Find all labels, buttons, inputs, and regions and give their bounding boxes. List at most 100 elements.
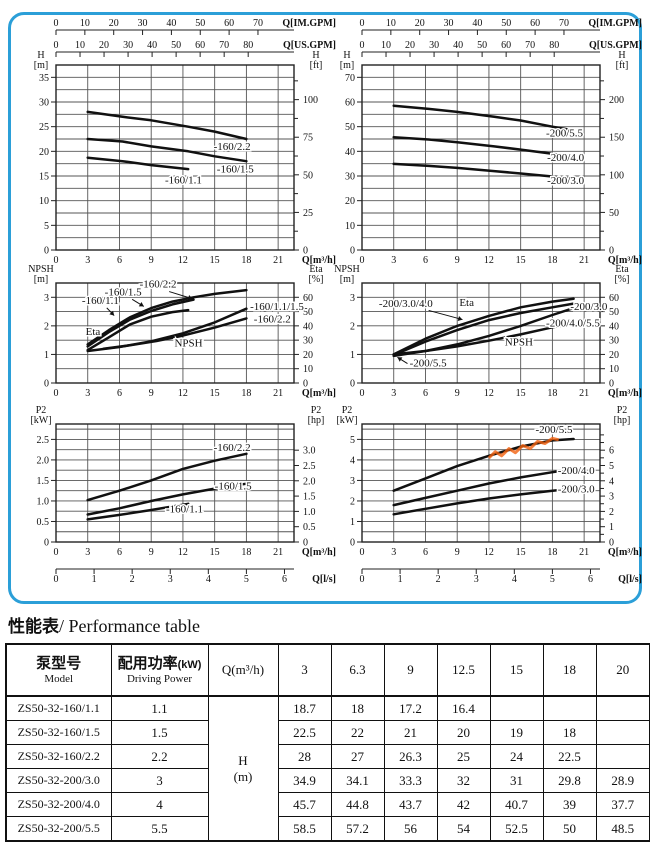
svg-text:40: 40	[166, 18, 176, 29]
svg-text:P2: P2	[36, 406, 47, 416]
svg-text:150: 150	[609, 133, 624, 144]
curve-label: -160/1.1	[82, 295, 119, 307]
svg-text:2.0: 2.0	[37, 455, 50, 466]
head-value-cell: 27	[330, 744, 385, 769]
svg-text:15: 15	[516, 255, 526, 266]
curve--160/2.2	[86, 110, 248, 141]
svg-text:2.5: 2.5	[37, 435, 50, 446]
chart-power-200: 0 1 2 3 4 5 P2 [kW] P2 [hp] 0 1 2 3 4 5 6 0 3 6 9 12 15 18 21 Q[m…	[332, 405, 644, 597]
svg-text:70: 70	[525, 40, 535, 51]
head-value-cell: 33.3	[383, 768, 438, 793]
head-value-cell	[542, 695, 597, 721]
head-value-cell: 18	[330, 695, 385, 721]
curve-label: -160/2.2	[140, 279, 177, 291]
svg-text:100: 100	[609, 170, 624, 181]
svg-text:[m]: [m]	[34, 60, 48, 71]
svg-text:12: 12	[484, 547, 494, 558]
svg-text:3: 3	[85, 388, 90, 399]
svg-text:3: 3	[85, 255, 90, 266]
svg-text:15: 15	[210, 388, 220, 399]
svg-text:H: H	[37, 50, 44, 61]
curve-label: Eta	[86, 326, 101, 338]
power-cell: 3	[110, 768, 209, 793]
svg-text:3: 3	[391, 388, 396, 399]
svg-text:15: 15	[516, 388, 526, 399]
head-value-cell	[595, 744, 650, 769]
svg-text:15: 15	[39, 172, 49, 183]
svg-text:Q[m³/h]: Q[m³/h]	[302, 255, 336, 266]
curve-label: -160/1.1	[166, 503, 203, 515]
svg-text:18: 18	[547, 388, 557, 399]
head-value-cell: 54	[436, 816, 491, 842]
svg-text:H: H	[312, 50, 319, 61]
svg-text:2: 2	[130, 574, 135, 585]
svg-text:9: 9	[455, 547, 460, 558]
curve-label: -200/5.5	[535, 424, 572, 436]
svg-text:15: 15	[210, 547, 220, 558]
curve-label: -160/1.1	[165, 174, 202, 186]
plot-border	[361, 64, 601, 251]
head-value-cell: 34.9	[277, 768, 332, 793]
table-row: ZS50-32-200/5.5 5.5 58.5 57.2 56 54 52.5 50 48.5	[5, 816, 650, 842]
svg-text:6: 6	[117, 255, 122, 266]
svg-text:0: 0	[360, 40, 365, 51]
svg-text:5: 5	[44, 221, 49, 232]
curve-label: -160/1.5	[217, 164, 254, 176]
svg-text:6: 6	[609, 446, 614, 457]
head-value-cell: 44.8	[330, 792, 385, 817]
svg-text:Eta: Eta	[309, 264, 323, 275]
model-cell: ZS50-32-200/4.0	[5, 792, 112, 817]
svg-text:9: 9	[149, 255, 154, 266]
svg-text:3: 3	[350, 293, 355, 304]
svg-text:3.0: 3.0	[303, 446, 316, 457]
svg-text:21: 21	[273, 388, 283, 399]
svg-text:9: 9	[149, 547, 154, 558]
svg-text:10: 10	[345, 221, 355, 232]
svg-text:1: 1	[398, 574, 403, 585]
svg-text:3: 3	[391, 255, 396, 266]
svg-text:[kW]: [kW]	[336, 415, 357, 426]
svg-text:30: 30	[609, 336, 619, 347]
head-value-cell: 25	[436, 744, 491, 769]
curve-label: -200/4.0	[547, 152, 584, 164]
svg-text:[ft]: [ft]	[616, 60, 629, 71]
head-value-cell: 58.5	[277, 816, 332, 842]
svg-text:1: 1	[44, 350, 49, 361]
plot-border	[361, 423, 601, 543]
svg-text:50: 50	[609, 307, 619, 318]
svg-text:5: 5	[244, 574, 249, 585]
svg-text:21: 21	[579, 547, 589, 558]
svg-text:60: 60	[609, 293, 619, 304]
svg-text:0: 0	[360, 547, 365, 558]
svg-text:40: 40	[147, 40, 157, 51]
curve-label: -200/3.0/4.0	[379, 298, 433, 310]
svg-text:6: 6	[117, 388, 122, 399]
curve--200/3.0	[392, 162, 575, 180]
svg-text:P2: P2	[311, 406, 322, 416]
svg-text:40: 40	[609, 321, 619, 332]
svg-text:50: 50	[501, 18, 511, 29]
table-row: ZS50-32-160/2.2 2.2 28 27 26.3 25 24 22.5	[5, 744, 650, 769]
table-row: ZS50-32-200/4.0 4 45.7 44.8 43.7 42 40.7 39 37.7	[5, 792, 650, 817]
head-value-cell: 29.8	[542, 768, 597, 793]
curve-label: -160/1.5	[215, 480, 252, 492]
head-value-cell: 31	[489, 768, 544, 793]
svg-text:[m]: [m]	[340, 274, 354, 285]
curve-label: -200/4.0/5.5	[546, 317, 600, 329]
svg-text:6: 6	[423, 388, 428, 399]
head-value-cell	[595, 720, 650, 745]
svg-text:H: H	[618, 50, 625, 61]
curve-label: NPSH	[174, 337, 202, 349]
head-value-cell: 42	[436, 792, 491, 817]
head-unit-cell: H (m)	[207, 695, 279, 842]
svg-text:2.0: 2.0	[303, 476, 316, 487]
chart-npsh-eta-160: 0 1 2 3 NPSH [m] Eta [%] 0 10 20 30 40 50 60 0 3 6 9 12 15 18…	[26, 263, 338, 410]
head-value-cell: 20	[436, 720, 491, 745]
col-header-q-12.5: 12.5	[436, 643, 491, 697]
curve-Eta -160/2.2	[86, 288, 248, 346]
power-cell: 1.5	[110, 720, 209, 745]
svg-text:18: 18	[241, 255, 251, 266]
curve-NPSH -200/5.5	[392, 306, 575, 358]
